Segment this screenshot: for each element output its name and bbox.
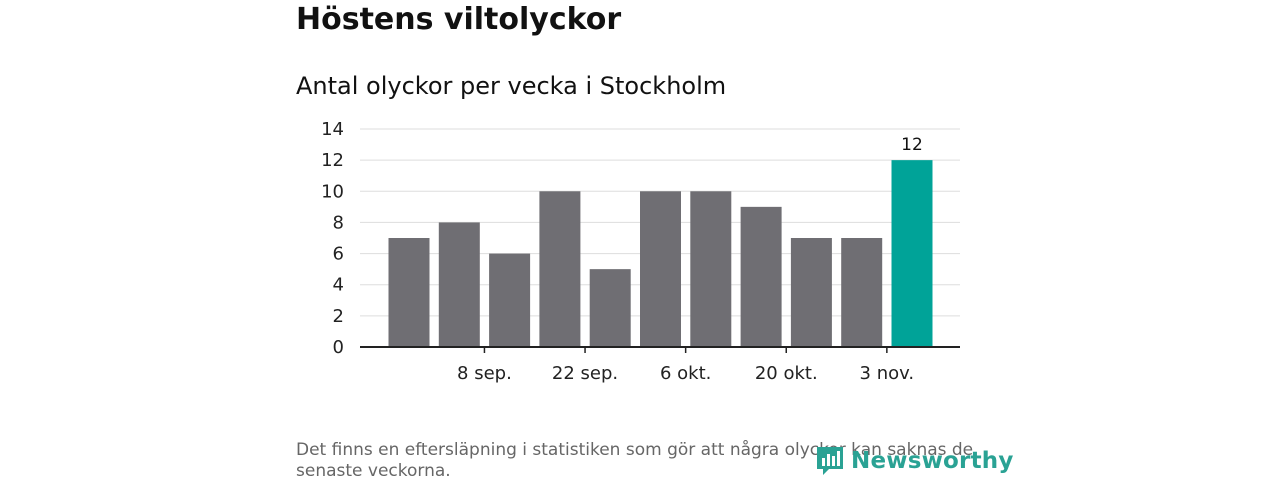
bar-5 — [640, 191, 681, 347]
y-tick-label-6: 6 — [333, 244, 344, 265]
bar-4 — [589, 269, 631, 347]
bar-6 — [690, 191, 732, 347]
footnote: Det finns en eftersläpning i statistiken… — [296, 440, 974, 481]
bar-9 — [841, 238, 883, 347]
bar-2 — [489, 253, 531, 347]
bar-chart: 12 0 2 4 6 8 10 12 14 8 sep. 22 sep. 6 okt. 20 okt… — [321, 119, 960, 384]
data-labels: 12 — [901, 135, 923, 155]
x-axis: 8 sep. 22 sep. 6 okt. 20 okt. 3 nov. — [360, 346, 960, 384]
x-tick-label-4: 3 nov. — [860, 363, 915, 384]
logo-text: Newsworthy — [851, 448, 1014, 474]
bars — [388, 160, 933, 347]
bar-3 — [539, 191, 581, 347]
y-axis: 0 2 4 6 8 10 12 14 — [321, 119, 344, 358]
y-tick-label-12: 12 — [321, 150, 344, 171]
y-tick-label-4: 4 — [333, 275, 344, 296]
y-tick-label-10: 10 — [321, 181, 344, 202]
bar-8 — [790, 238, 832, 347]
chart-title: Höstens viltolyckor — [296, 2, 622, 37]
newsworthy-logo-icon — [817, 447, 843, 475]
x-tick-label-0: 8 sep. — [457, 363, 512, 384]
bar-1 — [438, 222, 480, 347]
y-tick-label-0: 0 — [333, 337, 344, 358]
bar-10 — [891, 160, 933, 347]
y-tick-label-8: 8 — [333, 212, 344, 233]
newsworthy-logo: Newsworthy — [815, 445, 1014, 477]
x-tick-label-3: 20 okt. — [755, 363, 818, 384]
y-tick-label-14: 14 — [321, 119, 344, 140]
x-tick-label-1: 22 sep. — [552, 363, 618, 384]
chart-subtitle: Antal olyckor per vecka i Stockholm — [296, 72, 727, 100]
bar-0 — [388, 238, 430, 347]
y-tick-label-2: 2 — [333, 306, 344, 327]
data-label-10: 12 — [901, 135, 923, 155]
bar-7 — [740, 206, 782, 347]
x-tick-label-2: 6 okt. — [660, 363, 711, 384]
